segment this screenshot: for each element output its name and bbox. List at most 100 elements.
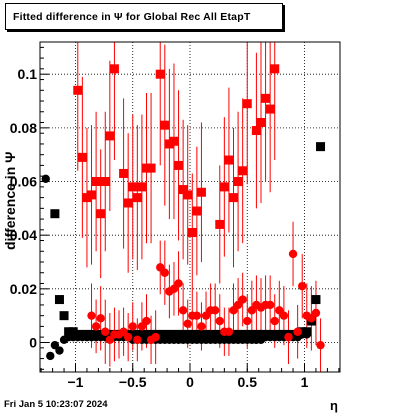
tick-label-layer: −1 −0.5 0 0.5 1 0 0.02 0.04 0.06 0.08 0.1	[10, 66, 309, 390]
data-point-circle	[41, 174, 50, 184]
data-point-circle	[197, 322, 206, 331]
marker-layer	[41, 64, 326, 361]
data-point-square	[178, 185, 188, 195]
y-tick-label: 0.06	[10, 174, 37, 190]
data-point-square	[82, 329, 92, 339]
data-point-square	[59, 311, 69, 321]
y-tick-label: 0.08	[10, 120, 37, 136]
data-point-square	[183, 329, 193, 339]
data-point-square	[233, 329, 243, 339]
data-point-square	[192, 206, 202, 216]
data-point-square	[96, 209, 106, 219]
data-point-square	[123, 198, 133, 208]
data-point-square	[256, 117, 266, 127]
chart-title: Fitted difference in Ψ for Global Rec Al…	[13, 10, 251, 23]
data-point-square	[238, 166, 248, 176]
data-point-square	[87, 329, 97, 339]
data-point-square	[311, 295, 321, 305]
data-point-circle	[238, 295, 247, 304]
data-point-circle	[87, 311, 96, 320]
data-point-square	[279, 329, 289, 339]
data-point-circle	[133, 335, 142, 345]
data-point-square	[77, 329, 87, 339]
data-point-square	[91, 177, 101, 187]
data-point-square	[68, 327, 78, 337]
data-point-circle	[210, 306, 220, 315]
data-point-square	[247, 329, 257, 339]
data-point-square	[105, 131, 115, 141]
data-point-circle	[55, 346, 64, 355]
data-point-circle	[224, 327, 234, 336]
data-point-square	[242, 99, 252, 109]
data-point-square	[251, 126, 261, 136]
data-point-square	[183, 190, 193, 200]
y-axis-label: difference in Ψ	[2, 151, 18, 250]
data-point-circle	[46, 351, 55, 361]
data-point-square	[96, 329, 106, 339]
data-point-square	[64, 327, 74, 337]
data-point-square	[164, 139, 174, 149]
data-point-circle	[311, 308, 321, 318]
data-point-square	[196, 329, 206, 339]
data-point-circle	[316, 340, 325, 350]
data-point-square	[132, 193, 142, 203]
data-point-square	[87, 190, 97, 200]
data-point-square	[91, 329, 101, 339]
data-point-square	[210, 329, 220, 339]
data-point-square	[54, 295, 64, 305]
data-point-square	[146, 163, 156, 173]
data-point-square	[274, 329, 284, 339]
data-point-circle	[96, 314, 105, 323]
data-point-square	[297, 327, 307, 337]
data-point-square	[256, 329, 266, 339]
data-point-square	[155, 69, 165, 79]
data-point-square	[119, 168, 129, 178]
data-point-circle	[288, 249, 298, 259]
data-point-square	[288, 329, 298, 339]
data-point-square	[265, 329, 275, 339]
data-point-circle	[284, 332, 293, 342]
data-point-circle	[298, 281, 307, 291]
data-point-square	[155, 329, 165, 339]
x-axis-label: η	[330, 398, 338, 413]
data-point-square	[109, 64, 119, 74]
data-point-square	[137, 329, 147, 339]
data-point-square	[128, 182, 138, 192]
data-point-circle	[243, 316, 252, 326]
data-point-circle	[265, 300, 275, 310]
data-point-square	[50, 209, 60, 219]
data-point-square	[229, 329, 239, 339]
data-point-circle	[215, 316, 224, 326]
data-point-square	[187, 227, 197, 237]
data-point-square	[215, 219, 225, 229]
data-point-square	[174, 329, 184, 339]
data-point-circle	[160, 268, 170, 277]
data-point-square	[206, 329, 216, 339]
data-point-square	[261, 93, 271, 103]
data-point-square	[141, 163, 151, 173]
data-point-square	[77, 152, 87, 162]
y-tick-label: 0.1	[18, 66, 38, 82]
data-point-square	[137, 182, 147, 192]
tick-layer	[40, 46, 340, 372]
data-point-square	[169, 329, 179, 339]
data-point-square	[105, 329, 115, 339]
data-point-square	[229, 193, 239, 203]
data-point-circle	[123, 332, 133, 342]
data-point-square	[302, 327, 312, 337]
data-point-square	[132, 329, 142, 339]
y-tick-label: 0	[29, 334, 37, 350]
y-tick-label: 0.02	[10, 281, 37, 297]
data-point-circle	[270, 316, 279, 326]
x-tick-label: −0.5	[119, 374, 147, 390]
data-point-square	[174, 160, 184, 170]
data-point-circle	[178, 306, 188, 315]
data-point-circle	[183, 319, 192, 328]
data-point-square	[160, 329, 170, 339]
data-point-square	[265, 104, 275, 114]
data-point-square	[215, 329, 225, 339]
data-point-square	[196, 187, 206, 197]
data-point-square	[169, 136, 179, 146]
data-point-square	[164, 329, 174, 339]
data-point-square	[73, 85, 83, 95]
